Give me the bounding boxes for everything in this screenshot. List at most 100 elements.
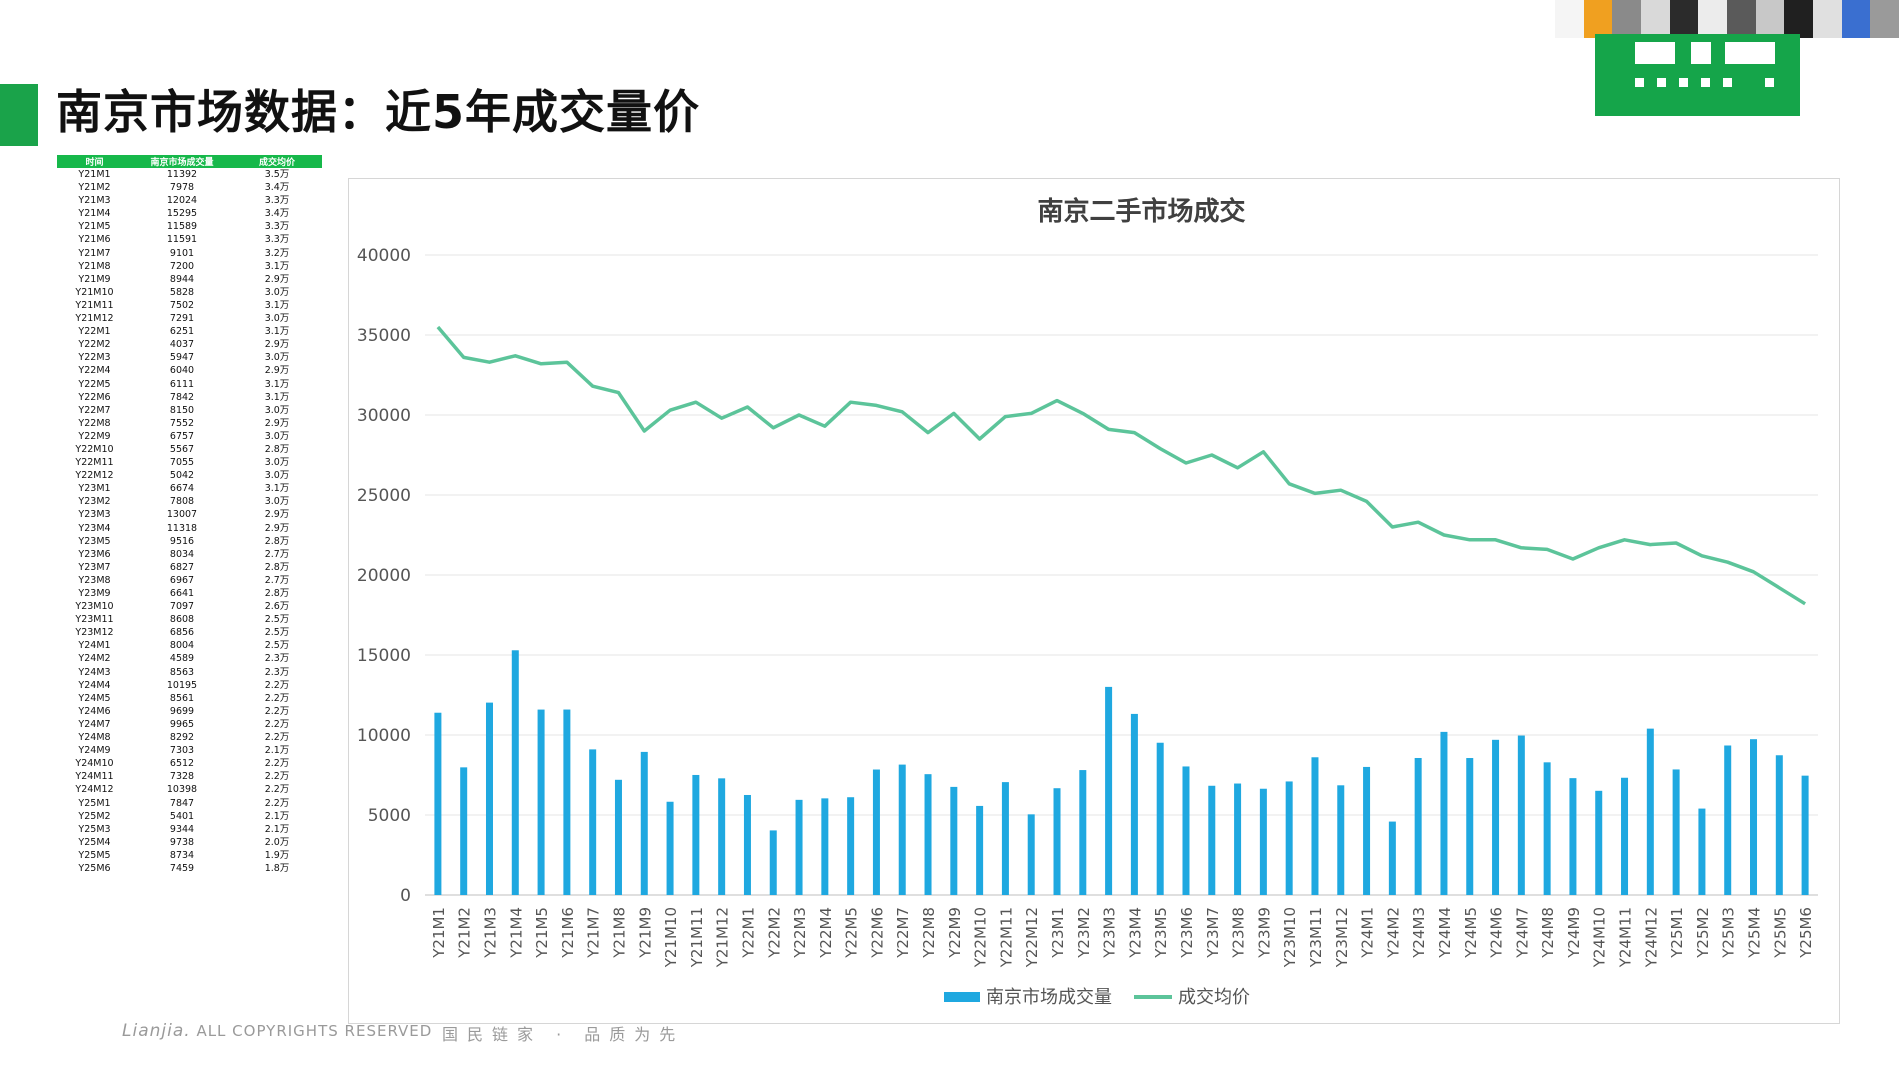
table-cell: 3.0万 (264, 470, 290, 482)
bar (898, 764, 906, 895)
table-cell: 8292 (169, 732, 195, 744)
table-cell: 11392 (166, 169, 198, 180)
table-cell: 5947 (169, 352, 195, 364)
table-cell: 7842 (169, 391, 195, 403)
table-cell: 9344 (169, 823, 195, 835)
table-cell: Y24M8 (78, 732, 111, 744)
x-tick-label: Y21M1 (430, 907, 448, 959)
table-row: Y21M3 12024 3.3万 (57, 194, 322, 207)
x-tick-label: Y21M10 (662, 907, 680, 968)
table-cell: Y21M5 (78, 221, 111, 233)
obscured-logo (1555, 0, 1899, 120)
bar (1130, 713, 1138, 895)
bar (1208, 785, 1216, 895)
table-cell: 3.0万 (264, 404, 290, 416)
bar (1105, 686, 1113, 895)
table-row: Y22M10 5567 2.8万 (57, 443, 322, 456)
table-cell: 7328 (169, 771, 195, 783)
table-row: Y23M6 8034 2.7万 (57, 548, 322, 561)
table-row: Y21M10 5828 3.0万 (57, 286, 322, 299)
x-tick-label: Y23M11 (1307, 907, 1325, 968)
table-cell: Y22M4 (78, 365, 111, 377)
chart: 南京二手市场成交 0 5000 10000 15000 20000 25000 30000 35… (357, 196, 1818, 1008)
table-cell: 6111 (169, 378, 195, 390)
table-cell: 2.9万 (264, 522, 290, 534)
x-tick-label: Y23M12 (1333, 907, 1351, 968)
table-row: Y21M6 11591 3.3万 (57, 233, 322, 246)
table-cell: 5828 (169, 286, 195, 298)
bar (1182, 766, 1190, 895)
table-row: Y22M1 6251 3.1万 (57, 325, 322, 338)
table-cell: 2.2万 (264, 797, 290, 809)
bar (976, 805, 984, 895)
table-cell: 7291 (169, 313, 195, 325)
table-body: Y21M1 11392 3.5万 Y21M2 7978 3.4万 Y21M3 12024 3.3… (57, 168, 322, 875)
table-cell: 11591 (166, 234, 198, 246)
table-row: Y24M4 10195 2.2万 (57, 679, 322, 692)
table-cell: 2.5万 (264, 614, 290, 626)
x-tick-label: Y23M6 (1178, 907, 1196, 959)
table-cell: 3.1万 (264, 391, 290, 403)
table-cell: Y21M3 (78, 195, 111, 207)
table-row: Y21M8 7200 3.1万 (57, 260, 322, 273)
table-cell: 3.0万 (264, 286, 290, 298)
bar (1698, 808, 1706, 895)
table-cell: 2.1万 (264, 745, 290, 757)
table-cell: 2.1万 (264, 823, 290, 835)
x-tick-label: Y21M12 (714, 907, 732, 968)
table-cell: Y24M10 (75, 758, 114, 770)
table-cell: 11589 (166, 221, 198, 233)
table-cell: 11318 (166, 522, 198, 534)
bar (1750, 739, 1758, 895)
x-tick-label: Y24M1 (1359, 907, 1377, 959)
bar (485, 702, 493, 895)
table-cell: Y23M9 (78, 588, 111, 599)
table-row: Y22M6 7842 3.1万 (57, 391, 322, 404)
table-cell: 2.2万 (264, 758, 290, 770)
bar (1543, 762, 1551, 895)
bar (1363, 766, 1371, 895)
table-cell: 2.8万 (264, 561, 290, 573)
table-cell: Y22M2 (78, 339, 111, 351)
x-tick-label: Y22M1 (739, 907, 757, 959)
table-row: Y23M5 9516 2.8万 (57, 535, 322, 548)
x-tick-label: Y22M12 (1023, 907, 1041, 968)
table-cell: 2.3万 (264, 653, 290, 665)
x-tick-label: Y24M7 (1513, 907, 1531, 959)
table-header-cell: 南京市场成交量 (132, 155, 232, 168)
table-cell: 2.3万 (264, 666, 290, 678)
table-cell: 9965 (169, 718, 195, 730)
table-row: Y22M3 5947 3.0万 (57, 351, 322, 364)
bar (769, 830, 777, 895)
table-row: Y24M3 8563 2.3万 (57, 666, 322, 679)
table-cell: Y21M10 (75, 286, 114, 298)
table-cell: Y24M3 (78, 666, 111, 678)
bar (1079, 770, 1087, 895)
table-row: Y22M8 7552 2.9万 (57, 417, 322, 430)
bar (1388, 821, 1396, 895)
table-row: Y22M11 7055 3.0万 (57, 456, 322, 469)
table-cell: Y25M5 (78, 849, 111, 861)
table-cell: 9516 (169, 535, 195, 547)
table-cell: 3.3万 (264, 195, 290, 207)
table-row: Y24M12 10398 2.2万 (57, 783, 322, 796)
x-tick-label: Y25M3 (1720, 907, 1738, 959)
table-cell: 3.5万 (264, 169, 290, 180)
table-cell: 3.1万 (264, 299, 290, 311)
table-cell: 6967 (169, 574, 195, 586)
table-row: Y21M9 8944 2.9万 (57, 273, 322, 286)
table-row: Y23M1 6674 3.1万 (57, 482, 322, 495)
table-cell: 3.4万 (264, 208, 290, 220)
table-cell: 7303 (169, 745, 195, 757)
table-cell: 7200 (169, 260, 195, 272)
bar (563, 709, 571, 895)
table-cell: 2.7万 (264, 574, 290, 586)
x-tick-label: Y23M4 (1126, 907, 1144, 959)
table-row: Y24M11 7328 2.2万 (57, 770, 322, 783)
x-tick-label: Y22M2 (765, 907, 783, 959)
table-cell: Y23M12 (75, 627, 114, 639)
x-tick-label: Y23M5 (1152, 907, 1170, 959)
table-cell: 2.8万 (264, 588, 290, 599)
table-row: Y23M2 7808 3.0万 (57, 495, 322, 508)
bar (511, 650, 519, 895)
